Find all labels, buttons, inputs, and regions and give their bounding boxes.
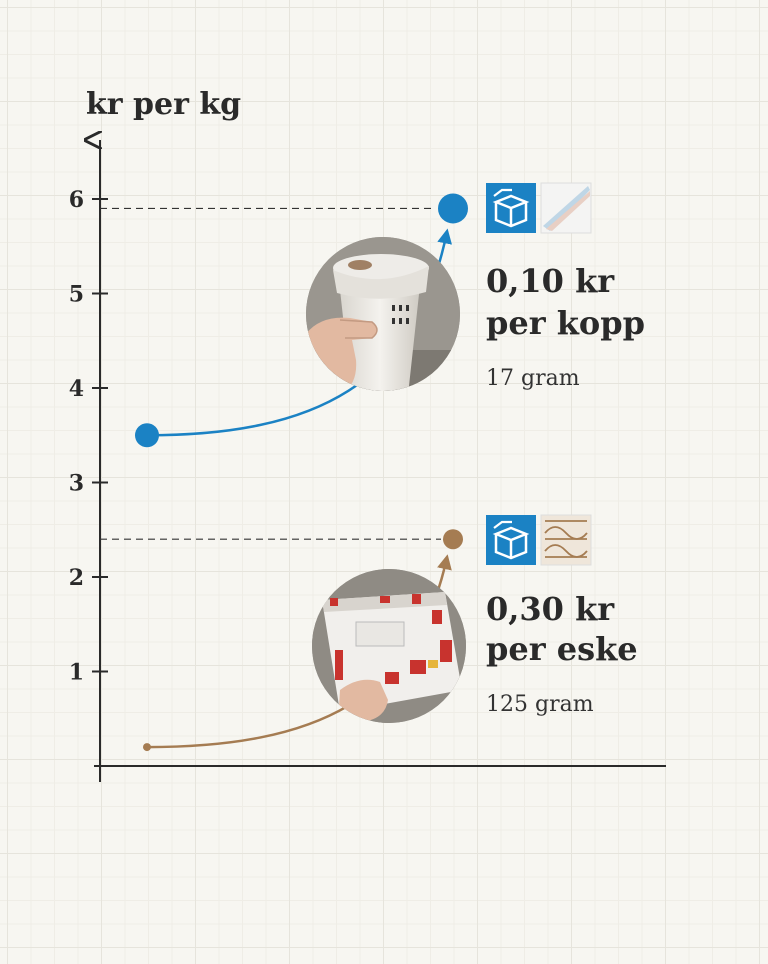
point-box-end <box>443 529 463 550</box>
coated-paper-icon <box>540 182 592 234</box>
box-weight: 125 gram <box>486 692 594 717</box>
cup-price-line1: 0,10 kr <box>486 262 615 300</box>
paper-coffee-cup-photo <box>306 237 460 391</box>
y-tick-label: 1 <box>69 660 84 686</box>
box-price-line1: 0,30 kr <box>486 590 615 628</box>
recycling-box-icon <box>486 183 536 233</box>
cup-weight: 17 gram <box>486 366 580 391</box>
y-axis-label: kr per kg <box>86 87 241 122</box>
box-price-line2: per eske <box>486 630 638 668</box>
cup-price-line2: per kopp <box>486 304 645 342</box>
point-cup-start <box>135 423 159 448</box>
recycling-box-icon <box>486 515 536 565</box>
point-cup-end <box>438 193 468 224</box>
y-tick-label: 5 <box>69 282 84 308</box>
cardboard-box-photo <box>312 569 466 723</box>
y-tick-label: 2 <box>69 565 84 591</box>
y-tick-label: 4 <box>69 376 84 402</box>
point-box-start <box>143 743 151 752</box>
y-tick-label: 3 <box>69 471 84 497</box>
corrugated-cardboard-icon <box>540 514 592 566</box>
y-tick-label: 6 <box>69 187 84 213</box>
